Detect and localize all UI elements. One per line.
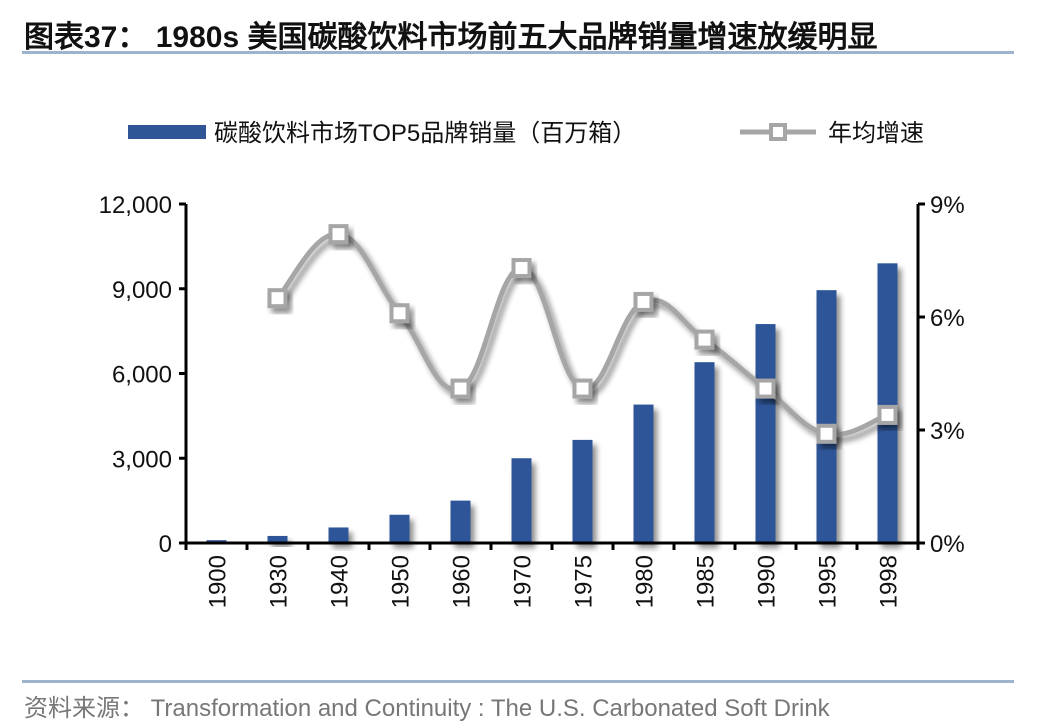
point-1950 — [389, 303, 410, 324]
bar-1940 — [328, 527, 349, 543]
x-tick-label: 1975 — [571, 555, 598, 608]
point-1985 — [694, 329, 715, 350]
point-1998 — [877, 404, 898, 425]
right-tick-label: 6% — [930, 305, 965, 332]
chart-title: 图表37： 1980s 美国碳酸饮料市场前五大品牌销量增速放缓明显 — [24, 21, 878, 54]
point-1980 — [633, 291, 654, 312]
x-tick-label: 1940 — [327, 555, 354, 608]
point-1970 — [511, 258, 532, 279]
legend: 碳酸饮料市场TOP5品牌销量（百万箱） 年均增速 — [128, 120, 924, 147]
x-tick-label: 1900 — [205, 555, 232, 608]
point-1990 — [755, 378, 776, 399]
bar-series — [206, 263, 898, 543]
left-tick-label: 12,000 — [99, 192, 172, 219]
left-tick-label: 6,000 — [112, 362, 172, 389]
left-tick-label: 0 — [159, 531, 172, 558]
legend-line-marker — [769, 123, 787, 141]
bar-1985 — [694, 362, 715, 543]
x-tick-label: 1990 — [754, 555, 781, 608]
left-tick-label: 3,000 — [112, 446, 172, 473]
point-1960 — [450, 378, 471, 399]
bar-1990 — [755, 324, 776, 543]
bar-1930 — [267, 535, 288, 543]
bar-1980 — [633, 404, 654, 543]
point-1975 — [572, 378, 593, 399]
growth-line — [275, 231, 889, 438]
chart-area: 碳酸饮料市场TOP5品牌销量（百万箱） 年均增速 0 3,000 6,000 9,00… — [99, 120, 965, 608]
bar-1998 — [877, 263, 898, 543]
x-tick-label: 1980 — [632, 555, 659, 608]
right-tick-label: 0% — [930, 531, 965, 558]
source-divider — [22, 680, 1014, 683]
bar-1950 — [389, 514, 410, 543]
legend-bar-swatch — [128, 125, 206, 139]
axes: 0 3,000 6,000 9,000 12,000 0% 3% 6% 9% 1900 1930 19… — [99, 192, 965, 608]
x-tick-label: 1930 — [266, 555, 293, 608]
right-tick-label: 9% — [930, 192, 965, 219]
bar-1970 — [511, 458, 532, 543]
bar-1995 — [816, 290, 837, 543]
x-tick-label: 1995 — [815, 555, 842, 608]
bar-1975 — [572, 439, 593, 543]
x-tick-label: 1960 — [449, 555, 476, 608]
x-tick-label: 1985 — [693, 555, 720, 608]
x-tick-label: 1970 — [510, 555, 537, 608]
point-1930 — [267, 288, 288, 309]
bar-1960 — [450, 500, 471, 543]
line-series — [267, 224, 898, 444]
source-note: 资料来源： Transformation and Continuity : Th… — [24, 695, 830, 722]
right-tick-label: 3% — [930, 418, 965, 445]
left-tick-label: 9,000 — [112, 277, 172, 304]
legend-line-label: 年均增速 — [828, 120, 924, 147]
x-tick-label: 1950 — [388, 555, 415, 608]
point-1940 — [328, 224, 349, 245]
x-tick-label: 1998 — [876, 555, 903, 608]
point-1995 — [816, 423, 837, 444]
legend-bar-label: 碳酸饮料市场TOP5品牌销量（百万箱） — [214, 120, 636, 147]
title-divider — [22, 51, 1014, 54]
